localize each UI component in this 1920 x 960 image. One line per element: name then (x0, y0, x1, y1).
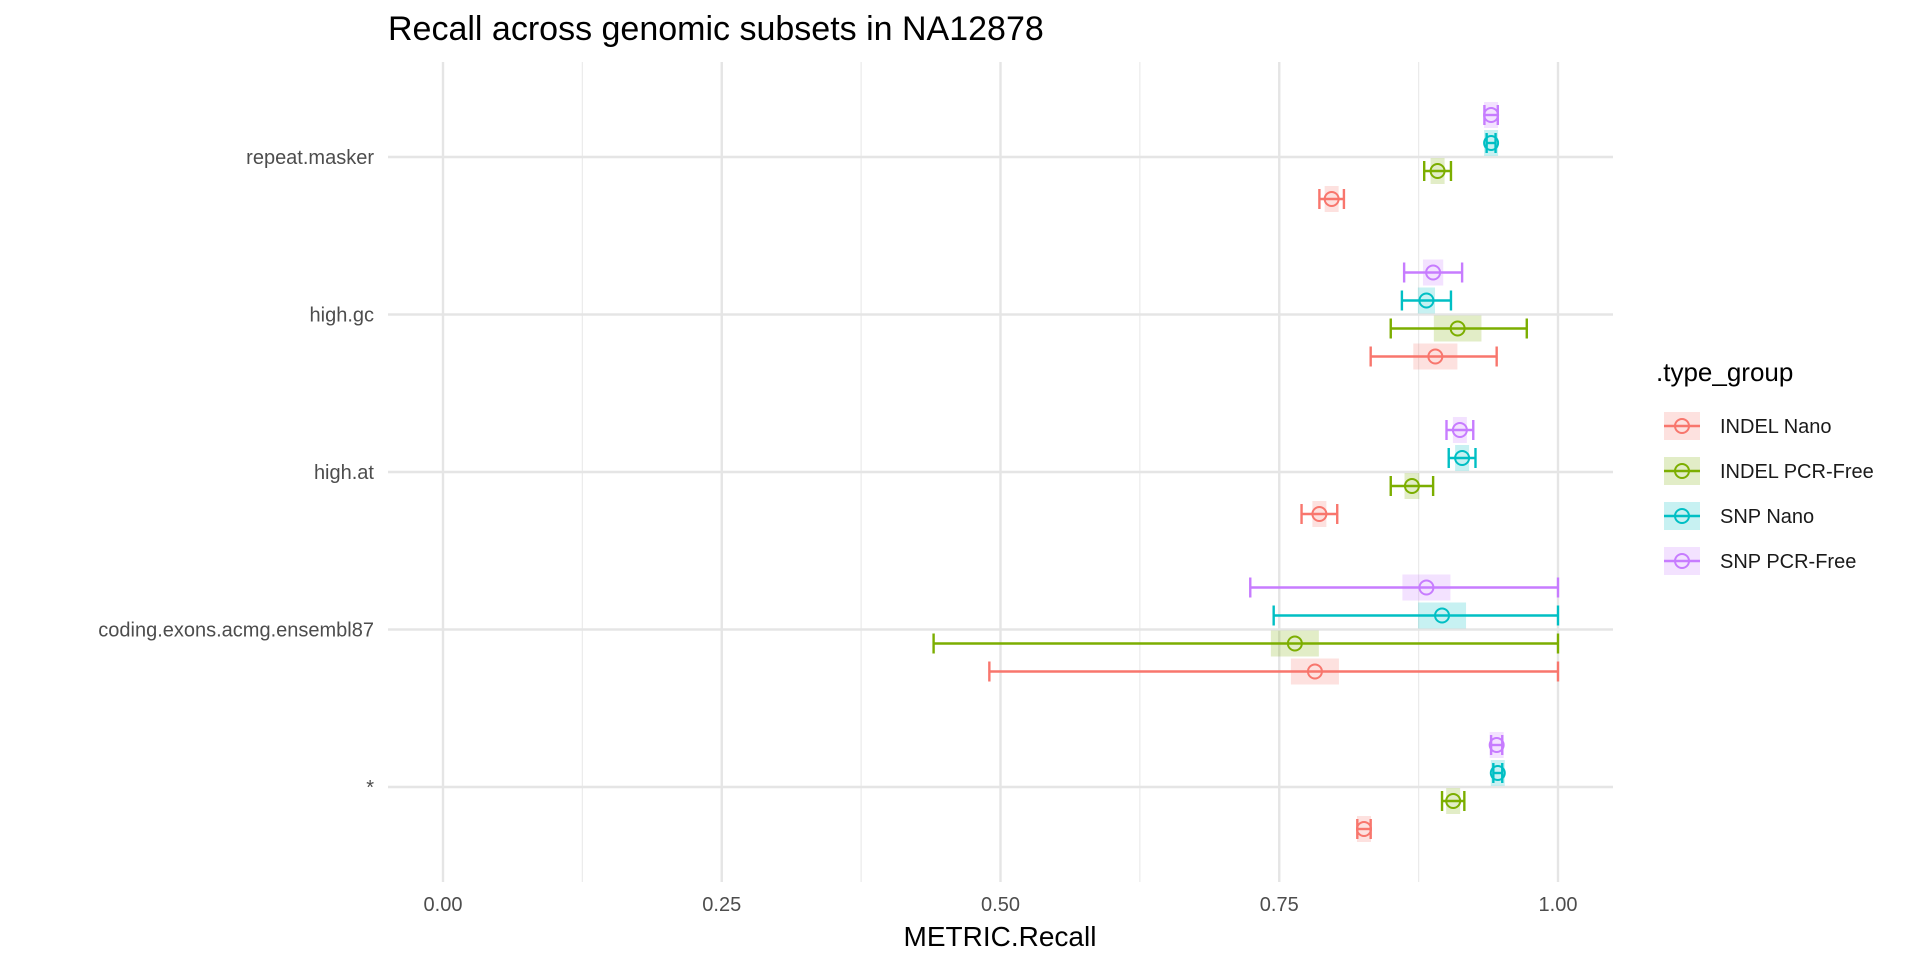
y-tick-label: coding.exons.acmg.ensembl87 (98, 620, 374, 642)
y-tick-label: repeat.masker (246, 147, 374, 169)
x-tick-label: 0.00 (424, 894, 463, 916)
y-tick-label: * (366, 777, 374, 799)
legend-entries: INDEL Nano INDEL PCR-Free SNP Nano SNP PCR-… (1664, 412, 1874, 575)
data-point (1434, 607, 1451, 624)
data-point (1418, 579, 1435, 596)
chart-title: Recall across genomic subsets in NA12878 (388, 10, 1044, 48)
legend: .type_group INDEL Nano INDEL PCR-Free SNP … (1656, 357, 1874, 575)
legend-key-point (1674, 418, 1690, 434)
data-point (1323, 191, 1340, 207)
data-point (1425, 264, 1442, 281)
legend-key-point (1674, 463, 1690, 479)
data-point (1451, 422, 1468, 438)
data-point (1427, 348, 1444, 365)
legend-label: SNP PCR-Free (1720, 551, 1856, 573)
error-bars (932, 105, 1560, 839)
data-point (1483, 107, 1500, 123)
y-tick-labels: repeat.masker high.gc high.at coding.exons.… (98, 147, 374, 799)
legend-title: .type_group (1656, 357, 1793, 387)
data-point (1286, 635, 1303, 652)
data-point (1488, 737, 1505, 753)
x-tick-labels: 0.00 0.25 0.50 0.75 1.00 (424, 894, 1578, 916)
data-point (1403, 478, 1420, 494)
y-tick-label: high.gc (310, 305, 375, 327)
data-point (1418, 292, 1435, 309)
legend-label: INDEL PCR-Free (1720, 461, 1874, 483)
data-point (1306, 663, 1323, 680)
legend-label: SNP Nano (1720, 506, 1814, 528)
x-tick-label: 0.50 (981, 894, 1020, 916)
data-point (1489, 765, 1506, 781)
x-tick-label: 0.25 (702, 894, 741, 916)
grid-lines (388, 62, 1613, 882)
legend-label: INDEL Nano (1720, 416, 1832, 438)
data-point (1454, 450, 1471, 466)
data-point (1311, 506, 1328, 522)
data-point (1449, 320, 1466, 337)
x-tick-label: 0.75 (1260, 894, 1299, 916)
legend-key-point (1674, 553, 1690, 569)
data-point (1483, 135, 1500, 151)
x-tick-label: 1.00 (1539, 894, 1578, 916)
data-point (1445, 793, 1462, 809)
data-point (1355, 821, 1372, 837)
data-point (1429, 163, 1446, 179)
legend-key-point (1674, 508, 1690, 524)
y-tick-label: high.at (314, 462, 374, 484)
x-axis-label: METRIC.Recall (904, 921, 1097, 952)
